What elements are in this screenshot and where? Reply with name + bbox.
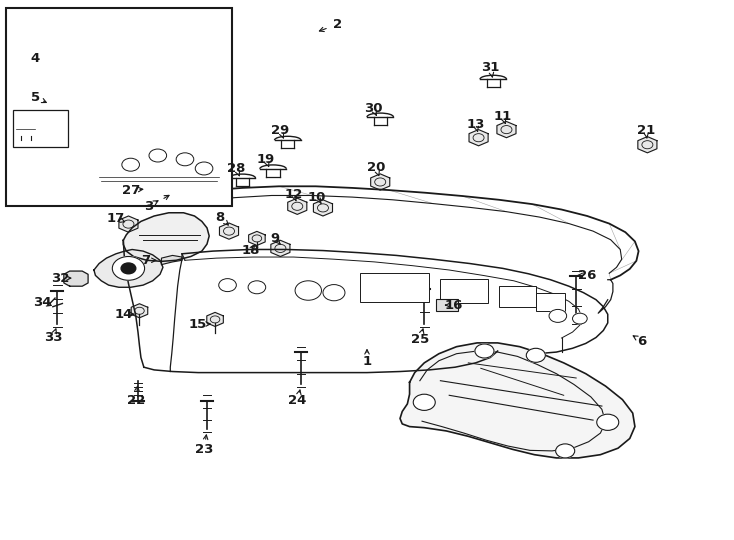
Polygon shape [219, 223, 239, 239]
Circle shape [573, 313, 587, 324]
Text: 16: 16 [444, 299, 463, 312]
Circle shape [597, 414, 619, 430]
Polygon shape [313, 200, 333, 216]
Polygon shape [87, 135, 229, 200]
Text: 5: 5 [31, 91, 40, 104]
Text: 17: 17 [107, 212, 125, 225]
Text: 15: 15 [189, 318, 207, 330]
Text: 26: 26 [578, 269, 597, 282]
Text: 27: 27 [122, 184, 139, 197]
Text: 10: 10 [308, 191, 327, 204]
Text: 3: 3 [144, 200, 153, 213]
Polygon shape [161, 255, 182, 265]
Polygon shape [249, 231, 265, 245]
Circle shape [323, 285, 345, 301]
Bar [536, 293, 565, 310]
Text: 8: 8 [216, 211, 225, 224]
Text: 1: 1 [363, 355, 371, 368]
Text: 24: 24 [288, 394, 307, 407]
Text: 13: 13 [466, 118, 485, 131]
Circle shape [526, 348, 545, 362]
Text: 32: 32 [51, 272, 70, 285]
Circle shape [295, 281, 321, 300]
Bar [360, 273, 429, 302]
Text: 25: 25 [411, 333, 429, 346]
Polygon shape [94, 249, 163, 287]
Circle shape [149, 149, 167, 162]
Text: 31: 31 [481, 61, 500, 74]
Circle shape [556, 444, 575, 458]
Polygon shape [288, 198, 307, 214]
Circle shape [122, 158, 139, 171]
Circle shape [195, 162, 213, 175]
Text: 6: 6 [638, 335, 647, 348]
Bar [499, 286, 536, 307]
Text: 22: 22 [127, 394, 145, 407]
Polygon shape [131, 303, 148, 318]
Bar [440, 279, 488, 303]
Text: 4: 4 [31, 52, 40, 65]
Circle shape [475, 344, 494, 358]
Polygon shape [400, 343, 635, 458]
Text: 23: 23 [195, 443, 214, 456]
Text: 7: 7 [141, 254, 150, 267]
Polygon shape [119, 216, 138, 232]
Polygon shape [99, 150, 211, 194]
Text: 29: 29 [272, 124, 289, 137]
Text: 11: 11 [494, 110, 512, 123]
Text: 33: 33 [43, 331, 62, 344]
Text: 19: 19 [257, 153, 275, 166]
Circle shape [413, 394, 435, 410]
Polygon shape [271, 240, 290, 256]
Text: 18: 18 [241, 244, 261, 256]
Bar [436, 299, 458, 310]
Text: 20: 20 [366, 161, 385, 174]
Text: 2: 2 [333, 18, 342, 31]
Bar [6, 8, 232, 206]
Circle shape [176, 153, 194, 166]
Text: 12: 12 [285, 188, 302, 201]
Polygon shape [371, 174, 390, 190]
Polygon shape [497, 122, 516, 138]
Polygon shape [123, 213, 209, 261]
Text: 14: 14 [114, 308, 133, 321]
Polygon shape [16, 121, 35, 136]
Polygon shape [638, 137, 657, 153]
Bar [13, 110, 68, 147]
Text: 9: 9 [271, 232, 280, 245]
Circle shape [112, 256, 145, 280]
Circle shape [219, 279, 236, 292]
Text: 28: 28 [227, 162, 246, 175]
Circle shape [248, 281, 266, 294]
Circle shape [549, 309, 567, 322]
Polygon shape [469, 130, 488, 146]
Circle shape [121, 263, 136, 274]
Text: 34: 34 [33, 296, 52, 309]
Polygon shape [64, 271, 88, 286]
Text: 30: 30 [363, 102, 382, 114]
Text: 21: 21 [637, 124, 655, 137]
Polygon shape [207, 312, 223, 326]
